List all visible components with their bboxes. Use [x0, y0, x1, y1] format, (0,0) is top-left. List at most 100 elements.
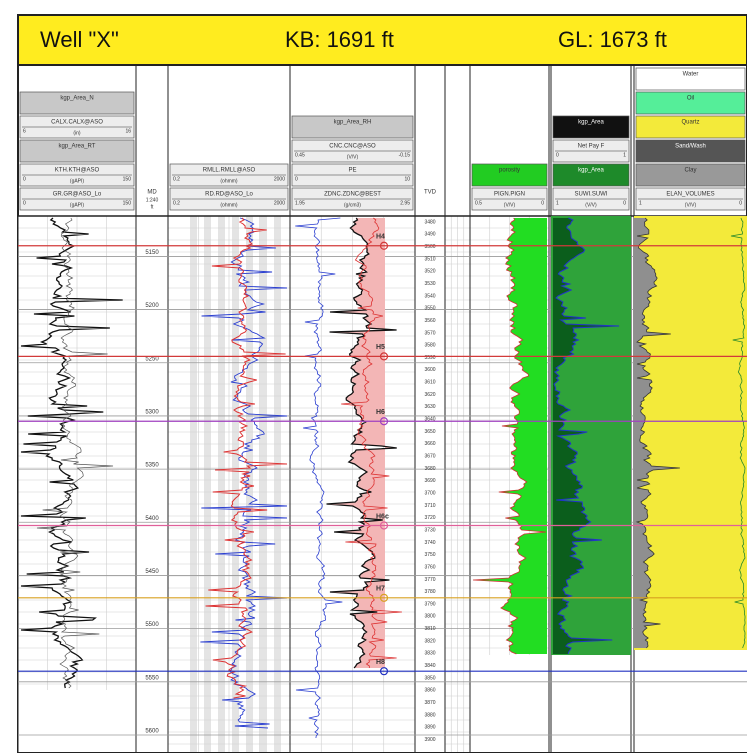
- depth-label: 5200: [145, 303, 159, 309]
- tvd-label-value: 3750: [424, 552, 435, 558]
- tvd-label-value: 3810: [424, 626, 435, 632]
- header-box: [635, 115, 746, 139]
- md-unit: ft: [151, 204, 154, 210]
- scale-left: 0.2: [173, 176, 180, 182]
- shade-strip: [218, 216, 225, 752]
- tvd-label-value: 3510: [424, 256, 435, 262]
- tvd-label-value: 3600: [424, 367, 435, 373]
- curve-pe: [295, 217, 343, 739]
- header-box: [635, 163, 746, 187]
- tvd-label-value: 3590: [424, 355, 435, 361]
- header-title: CNC.CNC@ASO: [329, 144, 376, 150]
- marker-dot: [379, 241, 389, 250]
- scale-right: 1: [623, 152, 626, 158]
- header-title: Water: [683, 72, 699, 78]
- header-box: [635, 139, 746, 163]
- depth-label: 5500: [145, 622, 159, 628]
- curve-zdnc: [326, 217, 397, 669]
- scale-right: 16: [125, 128, 131, 134]
- header-title: porosity: [499, 168, 520, 174]
- scale-left: 1: [639, 200, 642, 206]
- tvd-label-value: 3730: [424, 527, 435, 533]
- header-title: kgp_Area_RT: [59, 144, 96, 150]
- curve-pign: [472, 217, 547, 655]
- scale-right: 10: [404, 176, 410, 182]
- marker-label: H6: [376, 409, 385, 416]
- header-box: [471, 163, 548, 187]
- md-label: MD: [147, 190, 157, 196]
- tvd-label-value: 3780: [424, 589, 435, 595]
- header-box: [552, 163, 630, 187]
- curve-clay: [635, 217, 680, 649]
- curve-water: [730, 217, 746, 649]
- scale-unit: (V/V): [504, 202, 516, 208]
- tvd-label-value: 3630: [424, 404, 435, 410]
- depth-label: 5550: [145, 675, 159, 681]
- marker-label: H4: [376, 234, 385, 241]
- header-box: [19, 91, 135, 115]
- marker-dot: [379, 417, 389, 426]
- scale-unit: (V/V): [685, 202, 697, 208]
- tvd-label-value: 3640: [424, 417, 435, 423]
- tvd-label-value: 3660: [424, 441, 435, 447]
- header-box: [291, 115, 414, 139]
- tvd-label-value: 3870: [424, 700, 435, 706]
- header-title: SUWI.SUWI: [575, 192, 608, 198]
- header-title: kgp_Area_RH: [334, 120, 372, 126]
- header-title: CALX.CALX@ASO: [51, 120, 103, 126]
- scale-unit: (V/V): [585, 202, 597, 208]
- header-band: [17, 14, 747, 66]
- tvd-label-value: 3700: [424, 490, 435, 496]
- scale-left: 0: [295, 176, 298, 182]
- depth-label: 5350: [145, 463, 159, 469]
- scale-unit: (ohmm): [220, 202, 238, 208]
- curve-suwi: [553, 217, 620, 655]
- clay-fill: [634, 218, 680, 648]
- marker-dot: [379, 521, 389, 530]
- tvd-label-value: 3480: [424, 219, 435, 225]
- scale-right: 0: [541, 200, 544, 206]
- tvd-label-value: 3620: [424, 392, 435, 398]
- header-title: ELAN_VOLUMES: [666, 192, 714, 198]
- scale-right: 150: [123, 176, 132, 182]
- curve-gr: [20, 217, 123, 689]
- shade-strip: [274, 216, 281, 752]
- tvd-label-value: 3710: [424, 503, 435, 509]
- tvd-label-value: 3560: [424, 318, 435, 324]
- header-title: kgp_Area_N: [60, 96, 93, 102]
- header-box: [552, 115, 630, 139]
- depth-label: 5600: [145, 729, 159, 735]
- header-title: ZDNC.ZDNC@BEST: [324, 192, 381, 198]
- tvd-label-value: 3650: [424, 429, 435, 435]
- tvd-label-value: 3570: [424, 330, 435, 336]
- scale-unit: (g/cm3): [344, 202, 361, 208]
- scale-unit: (V/V): [347, 154, 359, 160]
- depth-label: 5250: [145, 356, 159, 362]
- shade-strip: [204, 216, 211, 752]
- scale-left: 6: [23, 128, 26, 134]
- tvd-label-value: 3740: [424, 540, 435, 546]
- marker-dot: [379, 593, 389, 602]
- shade-strip: [246, 216, 253, 752]
- tvd-label-value: 3860: [424, 688, 435, 694]
- scale-right: 2000: [274, 176, 285, 182]
- scale-left: 0: [23, 176, 26, 182]
- header-title: Clay: [684, 168, 696, 174]
- tvd-label-value: 3890: [424, 725, 435, 731]
- well-name: Well "X": [40, 27, 119, 52]
- tvd-label-value: 3770: [424, 577, 435, 583]
- tvd-label-value: 3670: [424, 454, 435, 460]
- marker-label: H5: [376, 344, 385, 351]
- scale-left: 0: [23, 200, 26, 206]
- scale-unit: (in): [73, 130, 81, 136]
- header-title: Sand/Wash: [675, 144, 706, 150]
- tvd-label-value: 3840: [424, 663, 435, 669]
- tvd-label-value: 3580: [424, 343, 435, 349]
- header-title: PE: [348, 168, 356, 174]
- marker-dot: [379, 667, 389, 676]
- header-title: Oil: [687, 96, 694, 102]
- kb: KB: 1691 ft: [285, 27, 394, 52]
- tvd-label-value: 3550: [424, 306, 435, 312]
